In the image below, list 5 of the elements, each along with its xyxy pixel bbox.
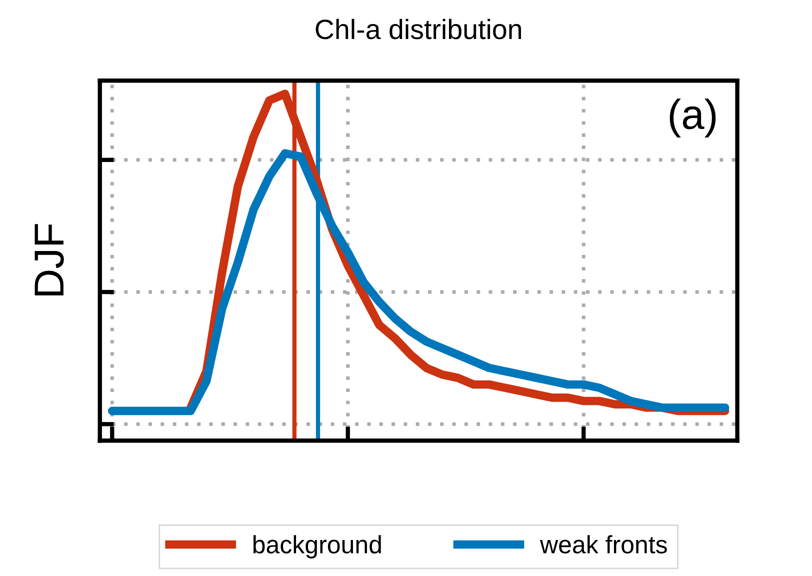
- y-axis-title: DJF: [34, 224, 64, 296]
- legend-label: background: [253, 535, 381, 558]
- legend-label: weak fronts: [540, 535, 667, 554]
- annotation: (a): [670, 98, 716, 138]
- chart-title: Chl-a distribution: [316, 18, 522, 40]
